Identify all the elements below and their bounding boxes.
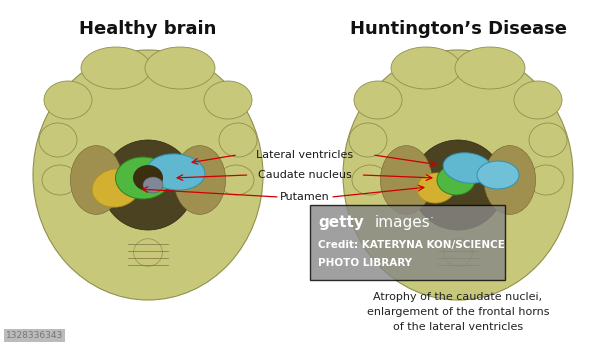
Ellipse shape: [147, 154, 205, 190]
Ellipse shape: [528, 165, 564, 195]
Ellipse shape: [484, 146, 536, 214]
Ellipse shape: [343, 50, 573, 300]
Ellipse shape: [174, 146, 226, 214]
Ellipse shape: [133, 165, 163, 191]
Text: images: images: [375, 215, 431, 230]
Ellipse shape: [92, 169, 140, 207]
Ellipse shape: [391, 47, 461, 89]
Ellipse shape: [81, 47, 151, 89]
Ellipse shape: [444, 239, 472, 266]
Ellipse shape: [42, 165, 78, 195]
Ellipse shape: [218, 165, 254, 195]
Text: Huntington’s Disease: Huntington’s Disease: [349, 20, 567, 38]
Ellipse shape: [514, 81, 562, 119]
Text: PHOTO LIBRARY: PHOTO LIBRARY: [318, 258, 412, 268]
Ellipse shape: [133, 239, 162, 266]
Text: Lateral ventricles: Lateral ventricles: [256, 150, 354, 160]
Ellipse shape: [145, 47, 215, 89]
Ellipse shape: [437, 165, 475, 195]
Ellipse shape: [412, 140, 504, 230]
Text: Healthy brain: Healthy brain: [80, 20, 217, 38]
Text: Credit: KATERYNA KON/SCIENCE: Credit: KATERYNA KON/SCIENCE: [318, 240, 505, 250]
Ellipse shape: [33, 50, 263, 300]
Ellipse shape: [70, 146, 122, 214]
Ellipse shape: [529, 123, 567, 157]
Ellipse shape: [417, 173, 455, 203]
Ellipse shape: [204, 81, 252, 119]
Ellipse shape: [219, 123, 257, 157]
Ellipse shape: [443, 153, 493, 183]
FancyBboxPatch shape: [310, 205, 505, 280]
Ellipse shape: [143, 177, 163, 193]
Ellipse shape: [116, 157, 171, 199]
Text: Atrophy of the caudate nuclei,
enlargement of the frontal horns
of the lateral v: Atrophy of the caudate nuclei, enlargeme…: [367, 292, 549, 332]
Ellipse shape: [381, 146, 432, 214]
Text: Caudate nucleus: Caudate nucleus: [258, 170, 352, 180]
Ellipse shape: [102, 140, 194, 230]
Text: 1328336343: 1328336343: [6, 331, 63, 340]
Text: Putamen: Putamen: [280, 192, 330, 202]
Ellipse shape: [354, 81, 402, 119]
Ellipse shape: [352, 165, 388, 195]
Ellipse shape: [44, 81, 92, 119]
Ellipse shape: [477, 161, 519, 189]
Ellipse shape: [39, 123, 77, 157]
Ellipse shape: [349, 123, 387, 157]
Text: ·: ·: [430, 213, 434, 226]
Ellipse shape: [455, 47, 525, 89]
Text: getty: getty: [318, 215, 364, 230]
